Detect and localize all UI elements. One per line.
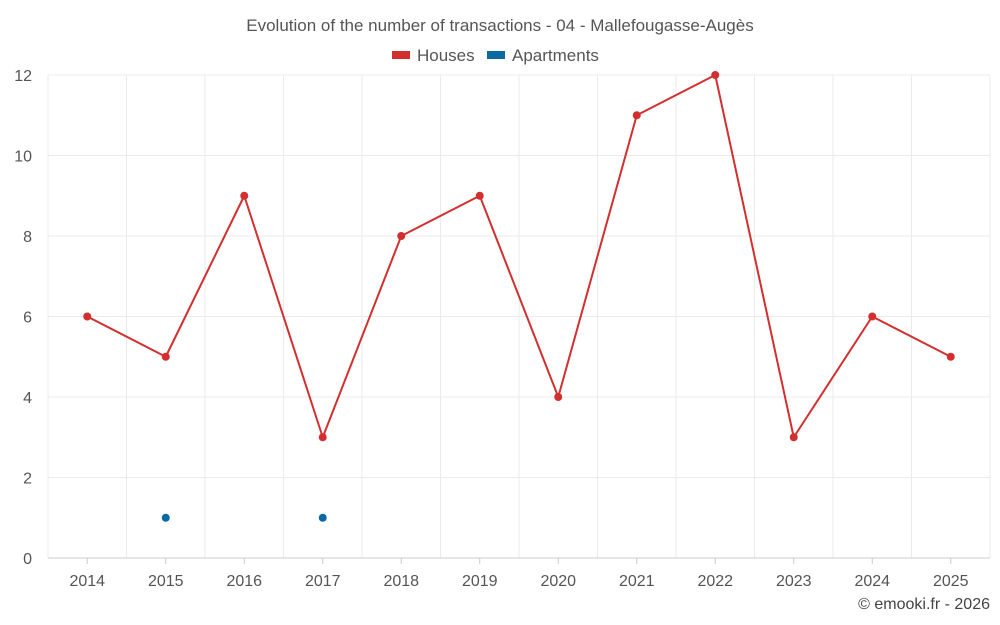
y-tick-label-0: 0 bbox=[23, 551, 32, 568]
series-houses bbox=[83, 71, 955, 442]
data-point-houses-2021[interactable] bbox=[632, 111, 641, 120]
data-point-houses-2016[interactable] bbox=[240, 191, 249, 200]
data-point-houses-2024[interactable] bbox=[868, 312, 877, 321]
x-tick-label-2021: 2021 bbox=[619, 573, 655, 590]
x-tick-label-2017: 2017 bbox=[305, 573, 341, 590]
data-point-houses-2018[interactable] bbox=[397, 232, 406, 240]
data-point-houses-2019[interactable] bbox=[475, 191, 484, 200]
x-tick-label-2018: 2018 bbox=[383, 573, 419, 590]
x-tick-label-2024: 2024 bbox=[854, 573, 890, 590]
data-point-houses-2023[interactable] bbox=[789, 433, 798, 442]
credit-text: © emooki.fr - 2026 bbox=[858, 596, 990, 613]
axes: 0 2 4 6 8 10 12 2014 2015 2016 2017 2018 2019 2020 202… bbox=[14, 68, 990, 590]
y-tick-label-4: 4 bbox=[23, 390, 32, 407]
data-point-houses-2022[interactable] bbox=[711, 71, 720, 79]
legend-swatch-apartments bbox=[487, 51, 505, 59]
y-tick-label-8: 8 bbox=[23, 229, 32, 246]
x-tick-label-2014: 2014 bbox=[69, 573, 105, 590]
data-point-houses-2014[interactable] bbox=[83, 312, 92, 321]
x-tick-label-2020: 2020 bbox=[540, 573, 576, 590]
series-line-houses bbox=[86, 74, 952, 439]
legend-item-apartments[interactable]: Apartments bbox=[487, 46, 599, 65]
legend-swatch-houses bbox=[392, 51, 410, 59]
x-tick-label-2025: 2025 bbox=[933, 573, 969, 590]
y-tick-label-12: 12 bbox=[14, 68, 32, 85]
legend-label-houses: Houses bbox=[417, 46, 475, 65]
x-tick-label-2019: 2019 bbox=[462, 573, 498, 590]
data-point-apartments-2015[interactable] bbox=[161, 513, 170, 522]
x-tick-label-2022: 2022 bbox=[697, 573, 733, 590]
x-tick-label-2023: 2023 bbox=[776, 573, 812, 590]
legend: Houses Apartments bbox=[392, 46, 599, 65]
legend-label-apartments: Apartments bbox=[512, 46, 599, 65]
x-tick-label-2015: 2015 bbox=[148, 573, 184, 590]
x-tick-label-2016: 2016 bbox=[226, 573, 262, 590]
series bbox=[83, 71, 955, 522]
grid bbox=[47, 74, 991, 558]
legend-item-houses[interactable]: Houses bbox=[392, 46, 475, 65]
data-point-houses-2015[interactable] bbox=[161, 352, 170, 361]
data-point-houses-2017[interactable] bbox=[318, 433, 327, 442]
y-tick-label-10: 10 bbox=[14, 149, 32, 166]
y-tick-label-2: 2 bbox=[23, 471, 32, 488]
series-apartments bbox=[161, 513, 327, 522]
data-point-houses-2025[interactable] bbox=[946, 352, 955, 361]
y-tick-label-6: 6 bbox=[23, 310, 32, 327]
data-point-apartments-2017[interactable] bbox=[318, 513, 327, 522]
chart-title: Evolution of the number of transactions … bbox=[246, 16, 753, 35]
data-point-houses-2020[interactable] bbox=[554, 393, 563, 401]
